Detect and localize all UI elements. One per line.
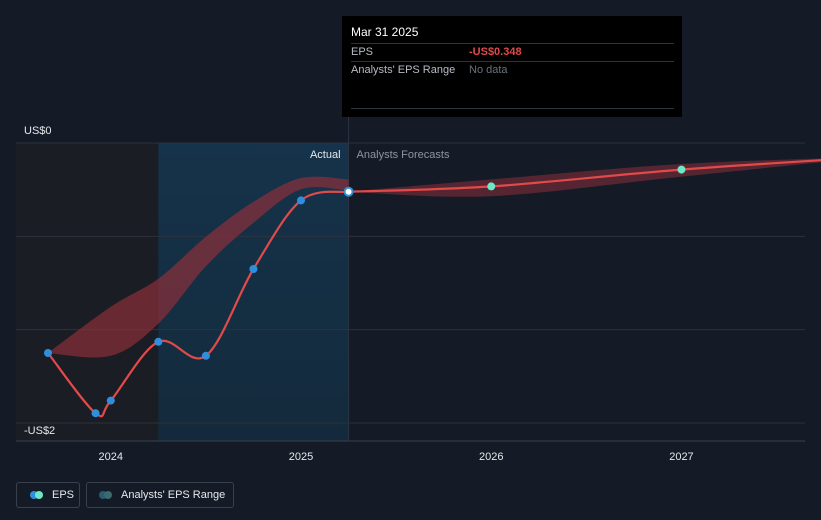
y-tick-label: US$0 xyxy=(24,125,52,137)
actual-eps-point xyxy=(106,396,115,405)
tooltip-range-label: Analysts' EPS Range xyxy=(351,64,456,76)
past-shade xyxy=(16,143,159,441)
hover-tooltip: Mar 31 2025 EPS -US$0.348 Analysts' EPS … xyxy=(342,16,682,117)
actual-eps-point xyxy=(91,409,100,418)
tooltip-eps-row: EPS -US$0.348 xyxy=(351,44,674,62)
current-eps-point xyxy=(343,186,354,197)
actual-label: Actual xyxy=(310,149,341,161)
actual-eps-point xyxy=(154,337,163,346)
x-tick-label: 2025 xyxy=(289,451,313,463)
tooltip-eps-label: EPS xyxy=(351,46,374,58)
tooltip-date: Mar 31 2025 xyxy=(351,24,674,44)
x-tick-label: 2027 xyxy=(669,451,693,463)
x-tick-label: 2024 xyxy=(99,451,123,463)
x-tick-label: 2026 xyxy=(479,451,503,463)
actual-eps-point xyxy=(201,351,210,360)
past-eps-range-band xyxy=(48,176,349,358)
tooltip-divider xyxy=(351,108,674,109)
tooltip-range-value: No data xyxy=(469,64,508,76)
legend-range-button[interactable]: Analysts' EPS Range xyxy=(86,482,234,508)
tooltip-eps-value: -US$0.348 xyxy=(469,46,522,58)
legend-eps-label: EPS xyxy=(52,489,75,501)
legend-eps-button[interactable]: EPS xyxy=(16,482,80,508)
actual-eps-point xyxy=(297,196,305,205)
actual-eps-point xyxy=(249,265,258,273)
actual-period-highlight xyxy=(158,143,349,441)
forecast-label: Analysts Forecasts xyxy=(357,149,450,161)
forecast-eps-point xyxy=(677,165,686,174)
y-tick-label: -US$2 xyxy=(24,425,55,437)
forecast-eps-line xyxy=(348,159,821,193)
range-legend-icon xyxy=(99,491,113,499)
forecast-eps-range-band xyxy=(348,158,821,197)
eps-legend-icon xyxy=(30,491,44,499)
tooltip-range-row: Analysts' EPS Range No data xyxy=(351,62,674,79)
forecast-eps-point xyxy=(487,182,496,191)
actual-eps-point xyxy=(44,349,52,357)
legend-range-label: Analysts' EPS Range xyxy=(121,489,226,501)
